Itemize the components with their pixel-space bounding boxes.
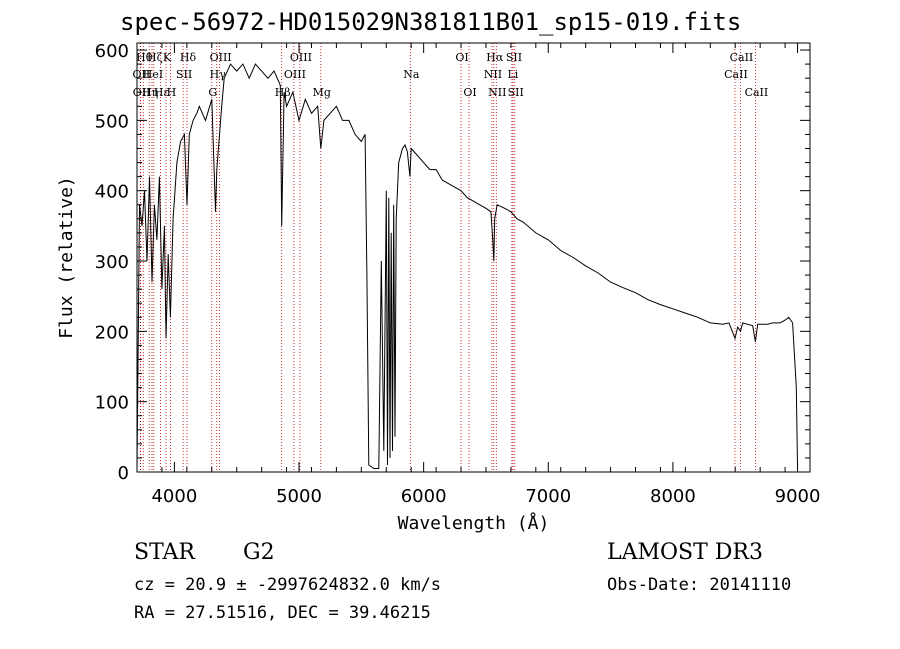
line-label: HeI	[143, 68, 163, 81]
line-label: OIII	[210, 51, 232, 64]
line-label: Hη	[142, 86, 158, 99]
line-label: Hδ	[180, 51, 197, 64]
chart-title: spec-56972-HD015029N381811B01_sp15-019.f…	[120, 8, 742, 36]
line-label: SII	[506, 51, 522, 64]
line-label: Hζ	[147, 51, 163, 64]
x-tick-label: 5000	[276, 486, 322, 507]
y-tick-label: 400	[95, 182, 129, 203]
line-label: OI	[455, 51, 468, 64]
object-subclass: G2	[243, 540, 275, 565]
x-tick-label: 7000	[525, 486, 571, 507]
object-class: STAR	[134, 540, 195, 565]
y-tick-label: 500	[95, 111, 129, 132]
line-label: H	[167, 86, 177, 99]
line-label: Li	[507, 68, 518, 81]
x-tick-label: 9000	[775, 486, 821, 507]
y-axis-label: Flux (relative)	[56, 176, 77, 339]
line-label: Hγ	[210, 68, 227, 81]
x-tick-label: 4000	[151, 486, 197, 507]
line-label: G	[208, 86, 217, 99]
y-tick-label: 100	[95, 393, 129, 414]
coordinates-text: RA = 27.51516, DEC = 39.46215	[134, 603, 431, 623]
line-label: Hβ	[275, 86, 291, 99]
line-label: SII	[176, 68, 192, 81]
line-label: Hθ	[136, 51, 153, 64]
y-tick-label: 0	[118, 463, 129, 484]
x-tick-label: 8000	[650, 486, 696, 507]
line-label: Mg	[313, 86, 331, 99]
emission-line-markers	[139, 43, 756, 472]
axis-ticks: 4000 5000 6000 7000 8000 9000 0 100 200 300 400 500…	[95, 41, 821, 507]
line-label: Na	[403, 68, 420, 81]
line-label: CaII	[730, 51, 754, 64]
spectrum-line	[136, 63, 798, 469]
line-label: K	[163, 51, 172, 64]
emission-line-labels: OIIOIIHθHηHeIHζHεKHSIIHδGHγOIIIHβOIIIOII…	[133, 51, 769, 99]
line-label: OI	[463, 86, 476, 99]
y-tick-label: 300	[95, 252, 129, 273]
y-tick-label: 200	[95, 322, 129, 343]
line-label: CaII	[745, 86, 769, 99]
survey-label: LAMOST DR3	[607, 540, 763, 565]
redshift-text: cz = 20.9 ± -2997624832.0 km/s	[134, 575, 442, 595]
line-label: SII	[508, 86, 524, 99]
line-label: Hε	[154, 86, 170, 99]
plot-frame	[136, 42, 811, 473]
line-label: NII	[488, 86, 506, 99]
obs-date: Obs-Date: 20141110	[607, 575, 792, 595]
line-label: OIII	[290, 51, 312, 64]
y-tick-label: 600	[95, 41, 129, 62]
x-axis-label: Wavelength (Å)	[398, 512, 550, 534]
line-label: OIII	[284, 68, 306, 81]
x-tick-label: 6000	[401, 486, 447, 507]
line-label: CaII	[724, 68, 748, 81]
line-label: Hα	[486, 51, 504, 64]
line-label: NII	[484, 68, 502, 81]
